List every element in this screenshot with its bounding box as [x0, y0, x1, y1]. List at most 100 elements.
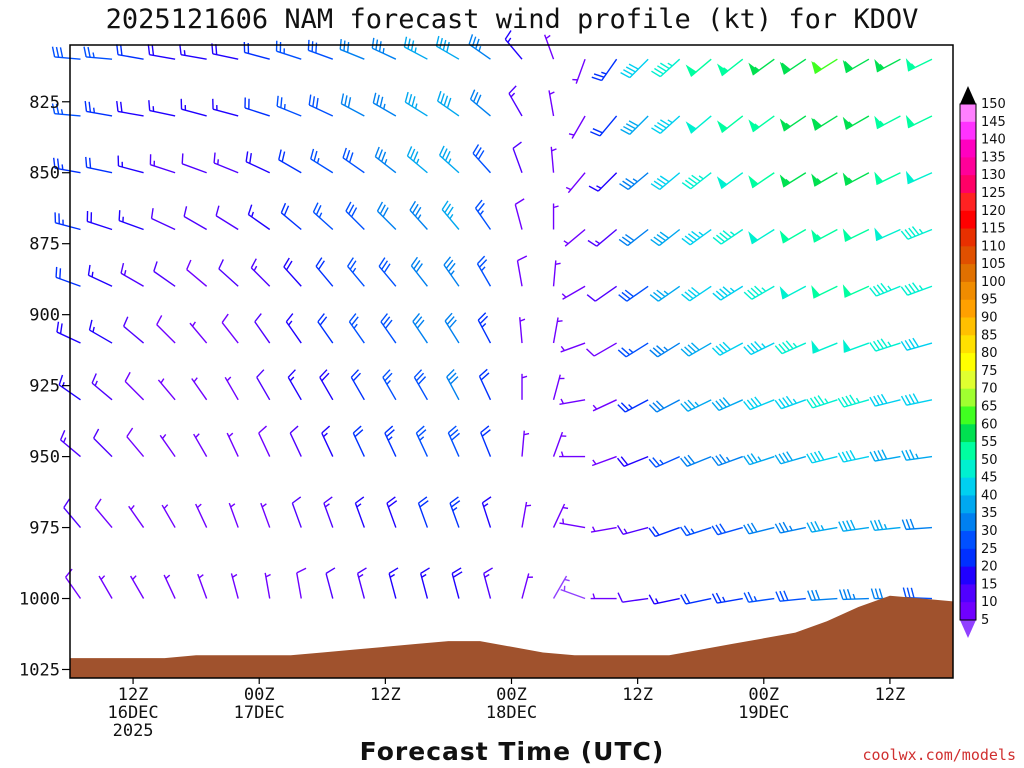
barb-full — [345, 201, 352, 212]
barb-full — [477, 150, 485, 160]
barb-staff — [415, 432, 429, 457]
barb-full — [412, 203, 419, 214]
barb-full — [680, 403, 689, 412]
barb-full — [586, 294, 596, 302]
barb-staff — [519, 317, 523, 344]
wind-barb — [352, 425, 365, 457]
barb-full — [652, 526, 660, 536]
barb-half — [481, 322, 487, 328]
barb-staff — [289, 432, 302, 457]
barb-full — [651, 70, 661, 78]
barb-full — [746, 399, 755, 409]
barb-full — [872, 285, 881, 295]
barb-half — [560, 398, 565, 404]
wind-barb — [275, 40, 302, 60]
barb-full — [276, 95, 279, 107]
barb-full — [880, 393, 888, 404]
colorbar-label: 90 — [981, 311, 998, 326]
wind-barb — [779, 115, 807, 132]
wind-barb — [191, 377, 208, 401]
barb-full — [909, 449, 915, 460]
barb-staff — [354, 502, 365, 528]
barb-half — [698, 175, 704, 180]
barb-full — [719, 523, 727, 533]
barb-full — [912, 282, 920, 292]
barb-half — [196, 503, 202, 509]
barb-half — [879, 63, 885, 69]
barb-half — [852, 593, 856, 600]
barb-full — [85, 156, 88, 168]
barb-half — [421, 573, 427, 578]
barb-staff — [256, 376, 271, 401]
barb-full — [441, 148, 448, 159]
barb-full — [876, 339, 884, 350]
barb-full — [654, 124, 664, 132]
barb-staff — [91, 382, 113, 401]
wind-barb — [618, 228, 649, 247]
barb-flag — [842, 228, 853, 242]
barb-staff — [748, 597, 775, 603]
barb-half — [419, 436, 425, 441]
barb-full — [472, 91, 479, 103]
wind-barb — [417, 496, 429, 528]
wind-barb — [410, 256, 428, 287]
colorbar-label: 100 — [981, 275, 1006, 290]
barb-half — [191, 321, 196, 327]
barb-full — [812, 118, 822, 127]
barb-staff — [180, 53, 207, 60]
barb-full — [711, 525, 719, 536]
wind-barb — [406, 146, 428, 174]
colorbar-label: 25 — [981, 542, 998, 557]
barb-full — [517, 255, 528, 262]
barb-half — [447, 158, 452, 164]
barb-full — [817, 450, 825, 461]
barb-full — [817, 395, 825, 405]
barb-half — [753, 595, 758, 602]
barb-half — [601, 71, 607, 75]
barb-full — [384, 425, 394, 434]
barb-full — [681, 182, 692, 190]
barb-full — [355, 496, 365, 504]
colorbar-swatch — [960, 299, 976, 319]
barb-full — [476, 94, 482, 105]
barb-full — [841, 451, 848, 462]
wind-barb — [197, 573, 208, 599]
wind-barb — [126, 427, 145, 458]
wind-barb — [842, 58, 870, 74]
wind-barb — [905, 58, 933, 72]
barb-flag — [874, 59, 884, 73]
barb-staff — [191, 378, 208, 401]
barb-full — [684, 235, 694, 243]
barb-half — [918, 285, 924, 291]
barb-staff — [250, 267, 271, 287]
barb-staff — [88, 274, 113, 287]
barb-staff — [477, 319, 492, 344]
wind-barb — [901, 449, 933, 461]
barb-flag — [748, 175, 759, 189]
barb-full — [414, 206, 422, 217]
wind-barb — [296, 567, 307, 599]
wind-barb — [616, 525, 649, 535]
wind-barb — [371, 37, 397, 60]
wind-barb — [260, 502, 271, 528]
barb-full — [880, 282, 889, 292]
barb-flag — [779, 230, 790, 244]
colorbar-label: 10 — [981, 595, 998, 610]
barb-full — [815, 589, 821, 601]
barb-full — [384, 319, 393, 329]
wind-barb — [648, 594, 680, 605]
colorbar-label: 35 — [981, 506, 998, 521]
barb-staff — [780, 455, 807, 465]
barb-staff — [548, 90, 555, 117]
wind-barb — [806, 521, 838, 533]
barb-full — [900, 341, 908, 351]
y-tick-label: 975 — [29, 519, 60, 539]
barb-full — [443, 95, 449, 106]
wind-barb — [779, 172, 807, 188]
wind-barb — [650, 172, 681, 191]
barb-full — [880, 338, 888, 348]
barb-staff — [276, 105, 302, 117]
wind-barb — [900, 226, 933, 240]
wind-barb — [869, 449, 901, 462]
barb-half — [353, 323, 358, 329]
